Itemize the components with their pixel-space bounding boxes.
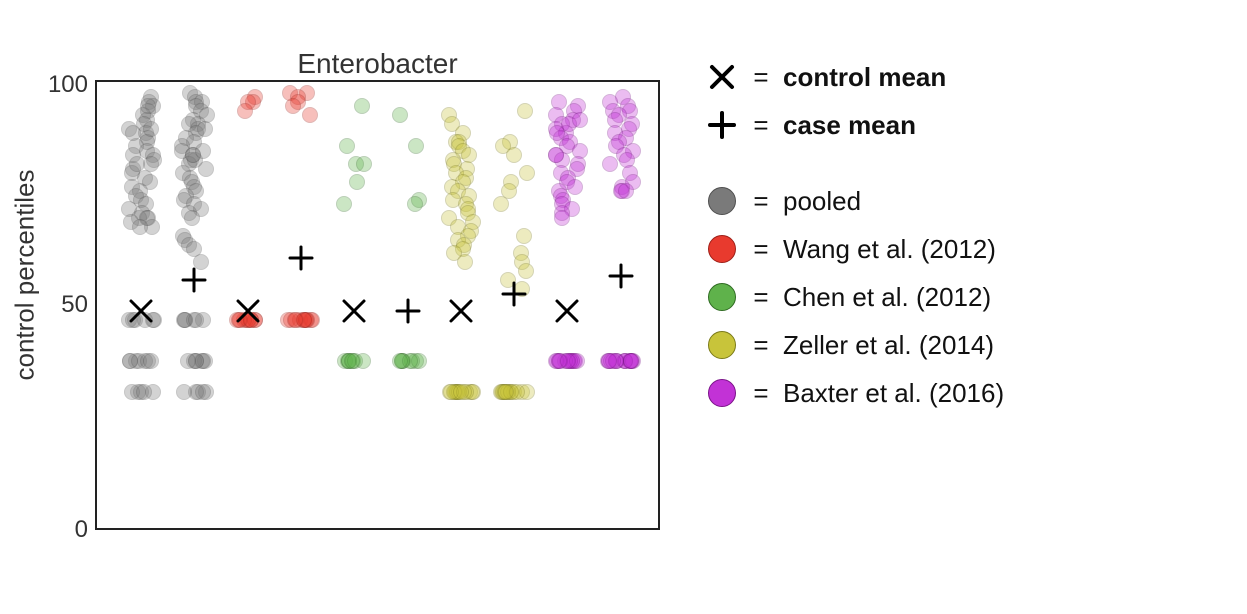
scatter-point	[517, 103, 533, 119]
scatter-point	[618, 183, 634, 199]
dot-icon	[705, 232, 739, 266]
control-mean-marker	[128, 298, 154, 324]
scatter-point	[453, 384, 469, 400]
control-mean-marker	[554, 298, 580, 324]
plot-inner	[99, 84, 656, 526]
case-mean-marker	[395, 298, 421, 324]
case-mean-marker	[608, 263, 634, 289]
legend-series-baxter: = Baxter et al. (2016)	[705, 376, 1205, 410]
legend-equals: =	[751, 110, 771, 141]
scatter-point	[356, 156, 372, 172]
dot-icon	[705, 184, 739, 218]
scatter-point	[287, 312, 303, 328]
scatter-point	[516, 228, 532, 244]
scatter-point	[176, 384, 192, 400]
scatter-point	[195, 384, 211, 400]
control-mean-marker	[448, 298, 474, 324]
legend-label: Baxter et al. (2016)	[783, 378, 1004, 409]
legend-case-mean: = case mean	[705, 108, 1205, 142]
scatter-point	[623, 353, 639, 369]
scatter-point	[601, 353, 617, 369]
case-mean-marker	[181, 267, 207, 293]
scatter-point	[197, 121, 213, 137]
scatter-point	[572, 112, 588, 128]
scatter-point	[143, 121, 159, 137]
plus-marker-icon	[705, 108, 739, 142]
dot-icon	[705, 376, 739, 410]
scatter-point	[567, 179, 583, 195]
scatter-point	[506, 147, 522, 163]
scatter-point	[392, 353, 408, 369]
chart-container: Enterobacter 0 50 100 control percentile…	[95, 50, 660, 530]
legend-label: Wang et al. (2012)	[783, 234, 996, 265]
scatter-point	[237, 103, 253, 119]
scatter-point	[548, 147, 564, 163]
scatter-point	[339, 138, 355, 154]
legend-equals: =	[751, 282, 771, 313]
x-marker-icon	[705, 60, 739, 94]
legend-label: Chen et al. (2012)	[783, 282, 991, 313]
scatter-point	[392, 107, 408, 123]
dot-icon	[705, 280, 739, 314]
control-mean-marker	[235, 298, 261, 324]
chart-title: Enterobacter	[95, 48, 660, 80]
legend-equals: =	[751, 234, 771, 265]
case-mean-marker	[501, 281, 527, 307]
y-axis-label: control percentiles	[10, 170, 41, 381]
legend-equals: =	[751, 62, 771, 93]
scatter-point	[188, 312, 204, 328]
y-tick-100: 100	[28, 71, 88, 99]
scatter-point	[180, 353, 196, 369]
scatter-point	[302, 107, 318, 123]
scatter-point	[407, 196, 423, 212]
scatter-point	[408, 138, 424, 154]
legend-series-chen: = Chen et al. (2012)	[705, 280, 1205, 314]
legend: = control mean = case mean = pooled = Wa…	[705, 60, 1205, 424]
control-mean-marker	[341, 298, 367, 324]
scatter-point	[285, 98, 301, 114]
case-mean-marker	[288, 245, 314, 271]
legend-series-zeller: = Zeller et al. (2014)	[705, 328, 1205, 362]
y-tick-0: 0	[28, 516, 88, 544]
scatter-point	[136, 384, 152, 400]
legend-label: case mean	[783, 110, 916, 141]
scatter-point	[184, 210, 200, 226]
scatter-point	[560, 353, 576, 369]
scatter-point	[125, 125, 141, 141]
dot-icon	[705, 328, 739, 362]
scatter-point	[457, 254, 473, 270]
legend-equals: =	[751, 186, 771, 217]
scatter-point	[602, 156, 618, 172]
legend-series-pooled: = pooled	[705, 184, 1205, 218]
legend-label: control mean	[783, 62, 946, 93]
scatter-point	[354, 98, 370, 114]
legend-series-wang: = Wang et al. (2012)	[705, 232, 1205, 266]
scatter-point	[129, 156, 145, 172]
scatter-point	[140, 98, 156, 114]
scatter-point	[132, 219, 148, 235]
scatter-point	[336, 196, 352, 212]
legend-equals: =	[751, 330, 771, 361]
legend-control-mean: = control mean	[705, 60, 1205, 94]
scatter-point	[498, 384, 514, 400]
legend-label: Zeller et al. (2014)	[783, 330, 994, 361]
scatter-point	[518, 263, 534, 279]
scatter-point	[344, 353, 360, 369]
scatter-point	[493, 196, 509, 212]
legend-equals: =	[751, 378, 771, 409]
legend-label: pooled	[783, 186, 861, 217]
scatter-point	[554, 210, 570, 226]
scatter-point	[143, 353, 159, 369]
scatter-point	[195, 143, 211, 159]
plot-area	[95, 80, 660, 530]
scatter-point	[519, 165, 535, 181]
scatter-point	[349, 174, 365, 190]
